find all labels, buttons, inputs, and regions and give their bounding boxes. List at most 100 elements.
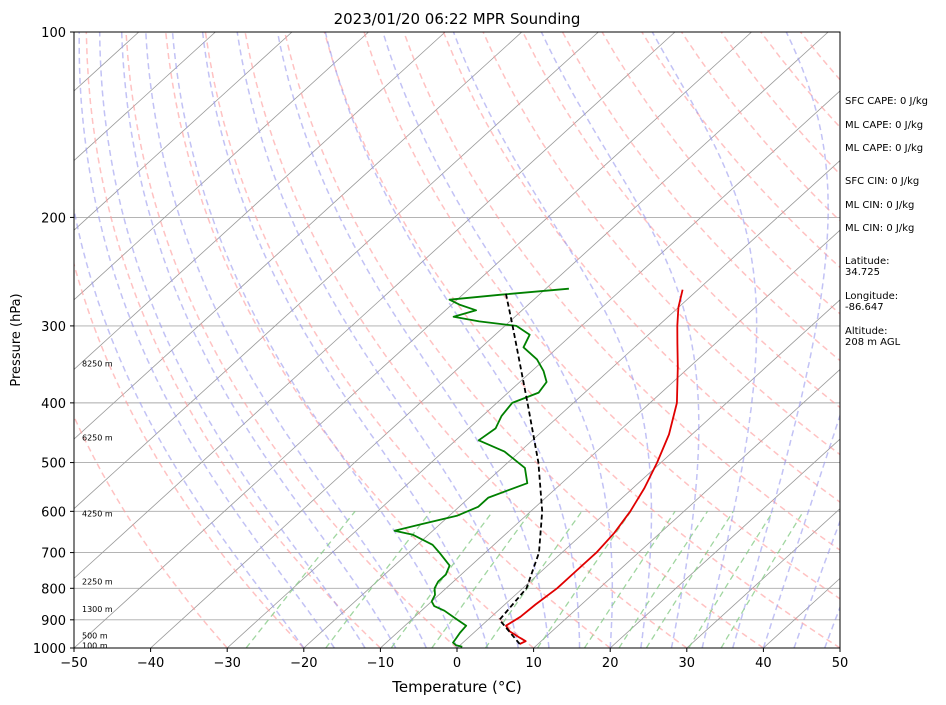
isotherm--30: [226, 90, 840, 648]
isotherm-20: [609, 438, 840, 648]
y-tick-label: 400: [41, 397, 66, 412]
isotherm--90: [74, 32, 446, 370]
isotherm-30: [686, 508, 840, 648]
x-tick-label: 20: [602, 656, 619, 671]
info-longitude-label: Longitude:: [845, 291, 898, 302]
mixing-ratio-line: [688, 510, 774, 648]
moist-adiabat: [201, 32, 489, 648]
dry-adiabat: [403, 32, 840, 552]
x-axis-label: Temperature (°C): [391, 678, 521, 696]
x-tick-label: −20: [290, 656, 317, 671]
y-tick-label: 500: [41, 457, 66, 472]
y-tick-label: 600: [41, 505, 66, 520]
dry-adiabat: [164, 32, 535, 648]
x-tick-label: 10: [525, 656, 542, 671]
moist-adiabat: [324, 32, 581, 648]
isotherm--20: [303, 160, 840, 648]
mixing-ratio-line: [245, 510, 356, 648]
isotherm--10: [380, 229, 840, 648]
dry-adiabat: [442, 32, 840, 504]
moist-adiabat: [145, 32, 428, 648]
info-longitude-value: -86.647: [845, 302, 884, 313]
height-label: 2250 m: [82, 578, 113, 587]
x-tick-label: −10: [367, 656, 394, 671]
mixing-ratio-line: [325, 510, 432, 648]
mixing-ratio-line: [583, 510, 676, 648]
dry-adiabat: [125, 32, 458, 648]
isotherm--50: [74, 32, 752, 648]
info-ml-cin-2: ML CIN: 0 J/kg: [845, 223, 914, 234]
parcel-trace: [498, 290, 544, 645]
info-ml-cape-2: ML CAPE: 0 J/kg: [845, 143, 923, 154]
dry-adiabat: [74, 261, 305, 648]
info-ml-cin: ML CIN: 0 J/kg: [845, 200, 914, 211]
x-tick-label: 30: [679, 656, 696, 671]
isotherm--60: [74, 32, 676, 579]
info-ml-cape: ML CAPE: 0 J/kg: [845, 120, 923, 131]
chart-title: 2023/01/20 06:22 MPR Sounding: [334, 10, 581, 28]
y-axis: 100 200 300 400 500 600 700 800 900 1000: [33, 26, 74, 657]
thermo-background: [74, 32, 840, 648]
moist-adiabat: [236, 32, 520, 648]
isotherm--80: [74, 32, 523, 440]
info-altitude-label: Altitude:: [845, 326, 887, 337]
moist-adiabat: [276, 32, 550, 648]
isotherm--70: [74, 32, 599, 510]
y-tick-label: 1000: [33, 642, 66, 657]
x-tick-label: −40: [137, 656, 164, 671]
mixing-ratio-line: [618, 510, 709, 648]
mixing-ratio-line: [536, 510, 632, 648]
y-tick-label: 700: [41, 547, 66, 562]
mixing-ratio-line: [645, 510, 734, 648]
isotherm-10: [533, 368, 840, 648]
moist-adiabat: [651, 32, 758, 648]
dry-adiabat: [283, 32, 764, 648]
moist-adiabat: [732, 32, 829, 648]
x-tick-label: 0: [453, 656, 461, 671]
height-label: 100 m: [82, 641, 108, 650]
moist-adiabat: [120, 32, 397, 648]
dry-adiabat: [323, 32, 840, 648]
height-label: 6250 m: [82, 433, 113, 442]
height-label: 4250 m: [82, 510, 113, 519]
isotherm--110: [74, 32, 293, 231]
info-sfc-cin: SFC CIN: 0 J/kg: [845, 176, 919, 187]
mixing-ratio-line: [431, 510, 532, 648]
y-axis-label: Pressure (hPa): [9, 293, 24, 386]
moist-adiabat: [382, 32, 614, 648]
moist-adiabat: [98, 32, 366, 648]
dry-adiabat: [244, 32, 688, 648]
info-sfc-cape: SFC CAPE: 0 J/kg: [845, 96, 928, 107]
info-altitude-value: 208 m AGL: [845, 337, 901, 348]
x-tick-label: −50: [60, 656, 87, 671]
x-tick-label: −30: [213, 656, 240, 671]
y-tick-label: 100: [41, 26, 66, 41]
moist-adiabat: [762, 413, 840, 648]
isotherm--120: [74, 32, 216, 162]
x-tick-label: 40: [755, 656, 772, 671]
mixing-ratio-line: [720, 510, 804, 648]
height-label: 8250 m: [82, 359, 113, 368]
moist-adiabat: [540, 32, 700, 648]
y-tick-label: 200: [41, 211, 66, 226]
isotherm--40: [150, 32, 829, 648]
y-tick-label: 300: [41, 320, 66, 335]
moist-adiabat: [171, 32, 458, 648]
height-label: 1300 m: [82, 605, 113, 614]
info-latitude-value: 34.725: [845, 267, 880, 278]
x-tick-label: 50: [832, 656, 849, 671]
moist-adiabat: [78, 32, 336, 648]
info-latitude-label: Latitude:: [845, 256, 890, 267]
info-panel: SFC CAPE: 0 J/kg ML CAPE: 0 J/kg ML CAPE…: [845, 96, 928, 348]
x-axis: −50 −40 −30 −20 −10 0 10 20 30 40 50: [60, 648, 848, 671]
y-tick-label: 800: [41, 582, 66, 597]
sounding-traces: [393, 287, 684, 648]
y-tick-label: 900: [41, 614, 66, 629]
isotherm--100: [74, 32, 369, 301]
dewpoint-trace: [393, 287, 569, 648]
height-label: 500 m: [82, 632, 108, 641]
moist-adiabat: [74, 206, 305, 648]
